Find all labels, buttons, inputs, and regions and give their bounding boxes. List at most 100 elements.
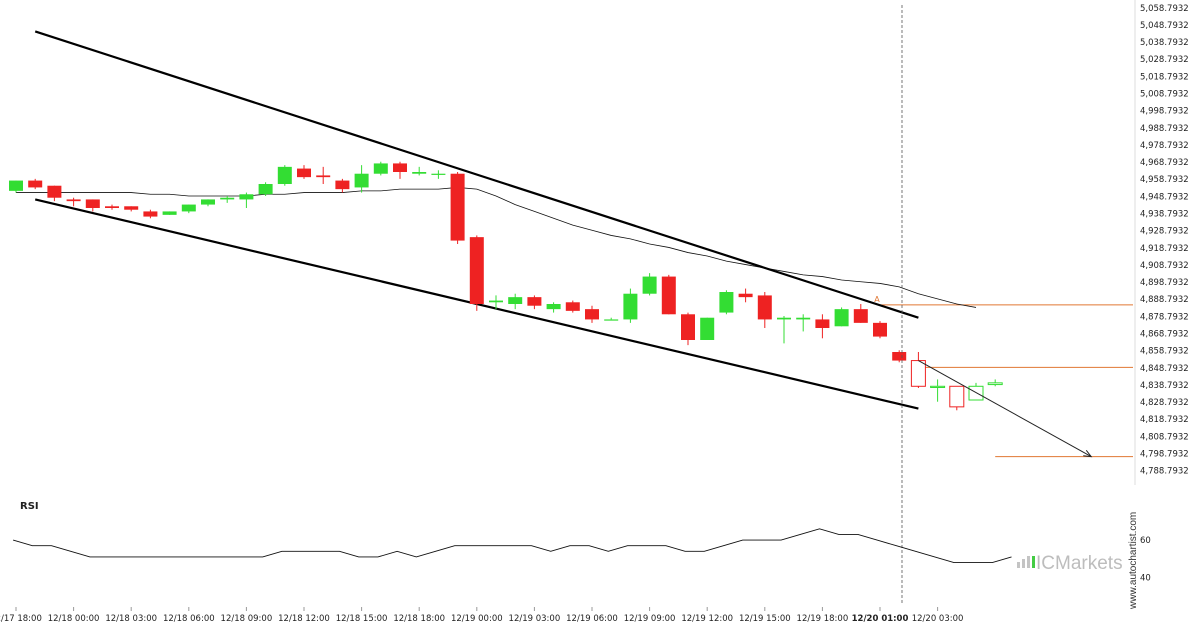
time-tick-label: 12/19 03:00 — [509, 614, 561, 624]
candle — [910, 352, 926, 388]
price-tick-label: 4,988.7932 — [1140, 124, 1189, 134]
candle-body — [604, 319, 619, 321]
watermark: www.autochartist.com — [1128, 512, 1139, 610]
candle-body — [738, 293, 753, 298]
candle-body — [450, 173, 465, 241]
candle-body — [585, 309, 599, 320]
candle-body — [316, 175, 331, 178]
price-tick-label: 4,808.7932 — [1140, 432, 1189, 442]
candle-body — [162, 211, 177, 215]
pattern-point-label: A — [874, 295, 880, 304]
candle — [431, 170, 446, 179]
candle — [642, 273, 657, 296]
candle-body — [239, 194, 254, 200]
price-tick-label: 5,038.7932 — [1140, 38, 1189, 48]
candle-body — [393, 163, 407, 172]
time-tick-label: 12/18 06:00 — [163, 614, 215, 624]
candle-body — [681, 314, 695, 340]
candle-body — [719, 292, 734, 313]
candle-body — [469, 237, 484, 304]
candle — [930, 379, 946, 402]
price-tick-label: 4,918.7932 — [1140, 244, 1189, 254]
candle — [181, 204, 196, 214]
time-tick-label: 12/18 00:00 — [48, 614, 100, 624]
candle — [796, 314, 811, 332]
candle-body — [873, 322, 887, 337]
projection-arrow — [918, 360, 1092, 458]
candle — [162, 211, 177, 215]
pattern-upper-line — [34, 30, 919, 319]
candle-body — [354, 173, 369, 188]
candle — [489, 295, 503, 310]
candle-body — [546, 304, 561, 310]
price-tick-label: 4,888.7932 — [1140, 295, 1189, 305]
candle — [604, 317, 619, 321]
price-tick-label: 4,928.7932 — [1140, 227, 1189, 237]
candle-body — [28, 180, 43, 188]
candle-body — [508, 297, 523, 304]
candle — [987, 379, 1003, 387]
candle-body — [335, 180, 350, 190]
candle-body — [853, 309, 868, 323]
price-tick-label: 4,878.7932 — [1140, 312, 1189, 322]
time-tick-label: 12/18 15:00 — [336, 614, 388, 624]
candle-body — [66, 199, 81, 202]
candle — [623, 288, 638, 323]
price-tick-label: 4,978.7932 — [1140, 141, 1189, 151]
rsi-tick-label: 60 — [1140, 536, 1151, 546]
candle-body — [297, 168, 311, 178]
candle — [853, 304, 868, 323]
time-tick-label: 12/19 06:00 — [566, 614, 618, 624]
candle — [508, 293, 523, 310]
candle — [777, 316, 791, 344]
price-tick-label: 4,798.7932 — [1140, 449, 1189, 459]
time-tick-label: 12/20 03:00 — [912, 614, 964, 624]
candle-body — [143, 211, 158, 217]
time-tick-label: 12/19 00:00 — [451, 614, 503, 624]
candle-body — [987, 382, 1003, 386]
candle — [834, 307, 849, 327]
candle-body — [373, 163, 388, 174]
candle — [277, 165, 292, 186]
candle-body — [9, 180, 23, 191]
brand-logo: ICMarkets — [1017, 553, 1123, 574]
price-tick-label: 4,938.7932 — [1140, 209, 1189, 219]
candle-body — [623, 293, 638, 320]
candle-body — [181, 204, 196, 212]
rsi-tick-label: 40 — [1140, 574, 1151, 584]
candle-body — [489, 300, 503, 303]
candle — [124, 206, 139, 212]
candle — [239, 192, 254, 208]
main-panel: A — [9, 30, 1133, 458]
time-tick-label: 12/19 18:00 — [797, 614, 849, 624]
candle-body — [815, 319, 830, 328]
candle — [297, 165, 311, 179]
price-tick-label: 4,858.7932 — [1140, 347, 1189, 357]
candle — [738, 288, 753, 303]
price-tick-label: 4,848.7932 — [1140, 364, 1189, 374]
candle-body — [834, 309, 849, 327]
candle — [47, 185, 62, 202]
candle-body — [220, 197, 235, 200]
candle — [757, 292, 772, 328]
candle-body — [124, 206, 139, 210]
price-tick-label: 5,058.7932 — [1140, 4, 1189, 14]
candle — [949, 385, 965, 411]
time-tick-label: 12/19 09:00 — [624, 614, 676, 624]
candle — [335, 178, 350, 193]
brand-name: ICMarkets — [1036, 553, 1123, 574]
candle-body — [642, 276, 657, 294]
candle-body — [412, 172, 427, 174]
candle-body — [47, 185, 62, 198]
candle — [28, 178, 43, 190]
candle-body — [777, 317, 791, 320]
candle — [412, 166, 427, 176]
candle-body — [258, 184, 273, 195]
time-tick-label: 12/20 01:00 — [852, 614, 909, 624]
brand-bars-icon — [1017, 556, 1030, 568]
candle — [354, 165, 369, 193]
candle-body — [700, 317, 715, 340]
time-axis: 12/17 18:00 12/18 00:00 12/18 03:00 12/18 0… — [0, 607, 963, 624]
time-tick-label: 12/19 12:00 — [681, 614, 733, 624]
candle — [968, 382, 984, 401]
